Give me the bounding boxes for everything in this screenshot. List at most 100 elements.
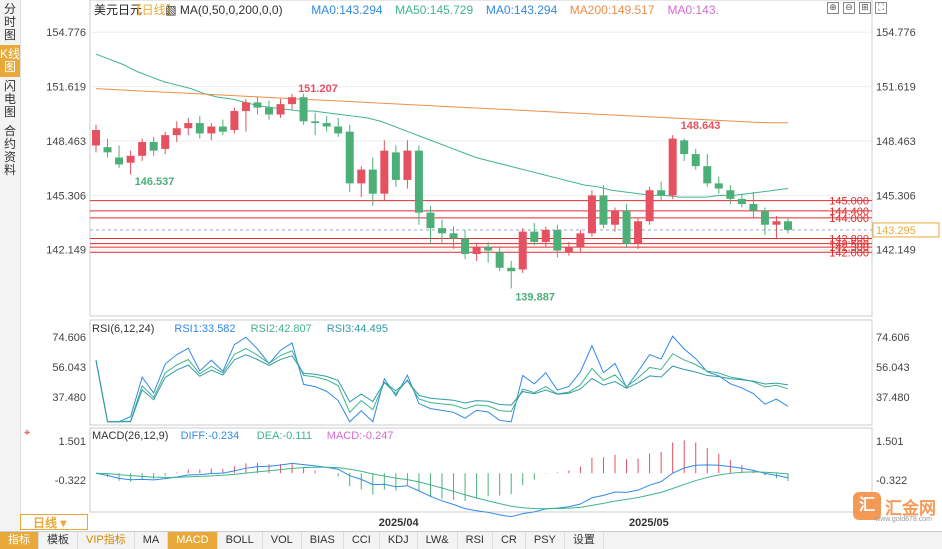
header-ma0-c: MA0:143.	[668, 3, 719, 17]
candle-body	[253, 102, 262, 108]
macd-dea-value: DEA:-0.111	[257, 430, 312, 442]
y-tick-label-right: 148.463	[876, 136, 916, 148]
zoom-in-icon[interactable]: ⊞	[859, 2, 871, 14]
candle-body	[784, 221, 792, 230]
rsi1-value: RSI1:33.582	[174, 323, 235, 335]
candle-body	[115, 157, 124, 165]
brand-logo-icon: 汇	[853, 492, 881, 520]
candle-body	[749, 204, 758, 211]
candle-body	[587, 195, 596, 234]
period-select[interactable]: 日线 ▾	[20, 514, 88, 530]
candle-body	[103, 147, 112, 153]
tab-time-chart[interactable]: 分时图	[3, 2, 16, 42]
candle-body	[92, 129, 100, 146]
macd-crosshair-icon: ⌖	[24, 427, 30, 439]
candle-body	[518, 231, 527, 270]
view-sidebar: 分时图 K线图 闪电图 合约资料	[0, 0, 21, 548]
level-label: 142.000	[829, 247, 869, 259]
candle-body	[345, 131, 354, 184]
indicator-tab-11[interactable]: RSI	[458, 532, 493, 549]
header-ma50: MA50:145.729	[395, 3, 473, 17]
indicator-tab-3[interactable]: MA	[135, 532, 169, 549]
rsi-tick-left: 37.480	[52, 392, 86, 404]
indicator-tab-9[interactable]: KDJ	[380, 532, 418, 549]
candle-body	[680, 140, 689, 155]
tab-kline-chart[interactable]: K线图	[0, 45, 20, 77]
rsi2-line	[95, 347, 789, 423]
y-tick-label-left: 145.306	[46, 190, 86, 202]
candle-body	[357, 169, 366, 184]
watermark-logo: 汇 汇金网	[853, 492, 936, 520]
candle-body	[495, 252, 504, 268]
brand-name: 汇金网	[885, 498, 936, 518]
rsi-tick-right: 56.043	[876, 362, 910, 374]
indicator-tab-10[interactable]: LW&	[418, 532, 458, 549]
candle-body	[657, 190, 666, 196]
candle-body	[668, 138, 677, 196]
zoom-fit-icon[interactable]: ⊕	[827, 2, 839, 14]
candle-body	[172, 128, 181, 136]
indicator-tab-14[interactable]: 设置	[565, 532, 604, 549]
macd-tick-left: -0.322	[55, 475, 86, 487]
candle-body	[218, 126, 227, 132]
candle-body	[403, 150, 412, 180]
candle-body	[472, 247, 481, 254]
candle-body	[126, 155, 135, 163]
rsi-tick-left: 74.606	[52, 332, 86, 344]
tab-flash-chart[interactable]: 闪电图	[3, 79, 16, 119]
rsi3-line	[95, 354, 789, 423]
candle-body	[507, 267, 516, 272]
y-tick-label-right: 154.776	[876, 27, 916, 39]
high-annotation-1: 151.207	[298, 83, 338, 95]
y-tick-label-right: 145.306	[876, 190, 916, 202]
candle-body	[760, 210, 769, 225]
candle-body	[691, 154, 700, 167]
candle-body	[288, 97, 297, 105]
last-price-box	[872, 222, 940, 238]
candle-body	[726, 190, 735, 199]
indicator-tab-2[interactable]: VIP指标	[78, 532, 135, 549]
header-ma0-b: MA0:143.294	[486, 3, 558, 17]
candle-body	[737, 198, 746, 205]
candle-body	[241, 102, 250, 112]
y-tick-label-left: 148.463	[46, 136, 86, 148]
tab-contract-info[interactable]: 合约资料	[3, 124, 16, 177]
indicator-bar: 指标 模板 VIP指标 MA MACD BOLL VOL BIAS CCI KDJ LW& RSI CR…	[0, 531, 942, 549]
header-ma200: MA200:149.517	[570, 3, 655, 17]
indicator-tab-1[interactable]: 模板	[39, 532, 78, 549]
header-ma0-a: MA0:143.294	[311, 3, 383, 17]
last-price-tag: 143.295	[872, 222, 940, 238]
header-symbol: 美元日元	[94, 3, 142, 17]
rsi-tick-left: 56.043	[52, 362, 86, 374]
candle-body	[703, 166, 712, 184]
candle-body	[138, 142, 147, 156]
ma200-line	[95, 88, 788, 124]
candle-body	[611, 210, 619, 225]
fullscreen-icon[interactable]: ⛶	[875, 2, 887, 14]
indicator-tab-5[interactable]: BOLL	[218, 532, 263, 549]
indicator-tab-12[interactable]: CR	[493, 532, 526, 549]
candle-body	[276, 104, 285, 115]
indicator-tab-7[interactable]: BIAS	[302, 532, 344, 549]
candle-body	[195, 123, 204, 134]
level-label: 142.300	[829, 242, 869, 254]
low-annotation-1: 146.537	[135, 176, 175, 188]
macd-hist-value: MACD:-0.247	[327, 430, 394, 442]
candle-body	[322, 123, 331, 127]
candle-body	[368, 169, 377, 194]
chart-canvas[interactable]: 154.776 154.776 151.619 151.619 148.463 148.4…	[20, 0, 942, 531]
y-tick-label-left: 154.776	[46, 27, 86, 39]
indicator-tab-13[interactable]: PSY	[526, 532, 565, 549]
indicator-tab-8[interactable]: CCI	[344, 532, 380, 549]
y-tick-label-left: 151.619	[46, 82, 86, 94]
indicator-tab-4[interactable]: MACD	[168, 532, 218, 549]
candle-body	[207, 126, 216, 134]
candle-body	[553, 229, 562, 251]
indicator-tab-0[interactable]: 指标	[0, 532, 39, 549]
rsi1-line	[95, 335, 789, 423]
level-label: 144.000	[829, 213, 869, 225]
zoom-out-icon[interactable]: ⊖	[843, 2, 855, 14]
indicator-tab-6[interactable]: VOL	[263, 532, 302, 549]
macd-tick-right: -0.322	[876, 475, 907, 487]
candle-body	[161, 135, 170, 149]
